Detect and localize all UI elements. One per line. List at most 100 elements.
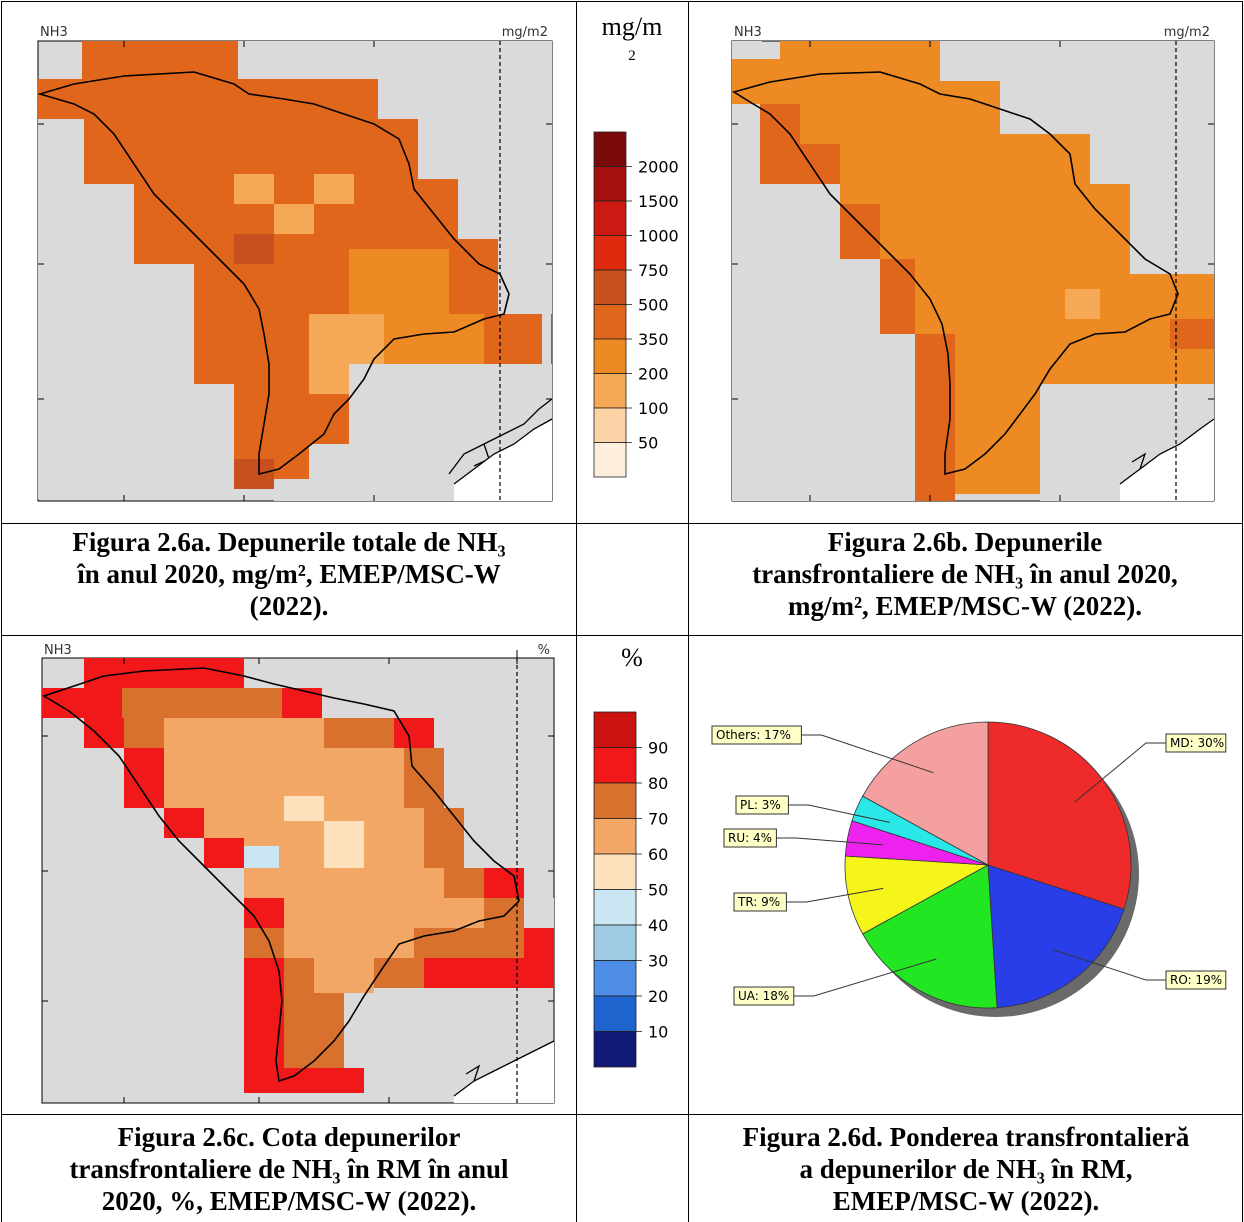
caption-c-line-3: 2020, %, EMEP/MSC-W (2022). <box>101 1186 477 1216</box>
legend-bottom-swatch <box>593 747 637 784</box>
caption-a-line-1: Figura 2.6a. Depunerile totale de NH₃ <box>72 527 506 557</box>
legend-bottom-swatch <box>593 711 637 748</box>
caption-figure-2-6c: Figura 2.6c. Cota depunerilor transfront… <box>4 1121 574 1217</box>
legend-top-label: 750 <box>638 261 669 280</box>
legend-bottom-swatch <box>593 818 637 855</box>
legend-top-unit-exponent: 2 <box>628 48 636 64</box>
pie-label: RO: 19% <box>1170 973 1222 987</box>
pie-leader-line <box>776 837 883 846</box>
legend-bottom-label: 50 <box>648 881 668 900</box>
pie-label-box <box>733 892 787 912</box>
table-col-divider-1 <box>576 1 577 1222</box>
country-border <box>37 71 510 476</box>
pie-label: UA: 18% <box>738 989 789 1003</box>
map-a-species-label: NH3 <box>40 25 68 40</box>
legend-bottom-label: 10 <box>648 1023 668 1042</box>
legend-bottom-swatch <box>593 853 637 890</box>
legend-bottom-label: 60 <box>648 845 668 864</box>
pie-slice <box>862 721 989 866</box>
pie-leader-line <box>801 734 934 774</box>
pie-label-box <box>1165 733 1227 753</box>
pie-label-box <box>1165 970 1227 990</box>
legend-top-unit: mg/m 2 <box>577 12 687 70</box>
map-b-unit-label: mg/m2 <box>1164 25 1210 40</box>
pie-label: RU: 4% <box>728 831 772 845</box>
legend-top-swatch <box>593 269 627 305</box>
legend-top-label: 200 <box>638 365 669 384</box>
legend-top-swatch <box>593 304 627 340</box>
table-border-right <box>1242 1 1243 1222</box>
caption-figure-2-6a: Figura 2.6a. Depunerile totale de NH₃ în… <box>4 526 574 622</box>
map-transboundary-deposition: NH3 mg/m2 <box>700 14 1230 514</box>
pie-leader-line <box>1074 742 1166 803</box>
pie-label-box <box>723 828 777 848</box>
pie-slice <box>844 855 990 935</box>
table-row-divider-3 <box>1 1114 1243 1115</box>
legend-top-colorbar: 2000 1500 1000 750 500 350 200 100 50 <box>593 131 679 478</box>
legend-top-swatch <box>593 338 627 374</box>
caption-c-line-1: Figura 2.6c. Cota depunerilor <box>117 1122 461 1152</box>
legend-top-label: 350 <box>638 330 669 349</box>
legend-bottom-swatch <box>593 1031 637 1068</box>
map-a-unit-label: mg/m2 <box>502 25 548 40</box>
legend-bottom-label: 20 <box>648 987 668 1006</box>
caption-b-line-1: Figura 2.6b. Depunerile <box>827 527 1103 557</box>
legend-top-label: 50 <box>638 434 658 453</box>
caption-d-line-3: EMEP/MSC-W (2022). <box>832 1186 1100 1216</box>
caption-b-line-2: transfrontaliere de NH₃ în anul 2020, <box>752 559 1178 589</box>
pie-label-box <box>735 795 789 815</box>
map-c-unit-label: % <box>538 643 550 658</box>
legend-top-label: 500 <box>638 296 669 315</box>
legend-bottom-swatch <box>593 782 637 819</box>
pie-leader-line <box>788 804 890 823</box>
legend-bottom-swatch <box>593 889 637 926</box>
map-c-species-label: NH3 <box>44 643 72 658</box>
legend-bottom-label: 40 <box>648 916 668 935</box>
deposition-grid-cells <box>38 41 552 501</box>
table-row-divider-2 <box>1 635 1243 636</box>
legend-top-swatch <box>593 442 627 478</box>
table-border-top <box>1 1 1243 2</box>
legend-top-swatch <box>593 407 627 443</box>
legend-top-swatch <box>593 131 627 167</box>
legend-bottom-label: 30 <box>648 952 668 971</box>
legend-top-unit-main: mg/m <box>601 12 663 41</box>
legend-top-label: 2000 <box>638 158 679 177</box>
caption-d-line-1: Figura 2.6d. Ponderea transfrontalieră <box>742 1122 1190 1152</box>
map-transboundary-share: NH3 % <box>14 636 564 1111</box>
legend-bottom-unit: % <box>621 643 643 672</box>
legend-bottom-label: 90 <box>648 739 668 758</box>
legend-bottom-swatch <box>593 960 637 997</box>
pie-label: Others: 17% <box>716 728 791 742</box>
legend-top-label: 100 <box>638 399 669 418</box>
caption-d-line-2: a depunerilor de NH₃ în RM, <box>799 1154 1133 1184</box>
pie-label-box <box>733 986 795 1006</box>
legend-top-swatch <box>593 166 627 202</box>
pie-slice <box>987 864 1125 1009</box>
table-col-divider-2 <box>688 1 689 1222</box>
caption-c-line-2: transfrontaliere de NH₃ în RM în anul <box>69 1154 509 1184</box>
legend-bottom-swatch <box>593 995 637 1032</box>
caption-figure-2-6d: Figura 2.6d. Ponderea transfrontalieră a… <box>690 1121 1242 1217</box>
pie-leader-line <box>1053 949 1166 981</box>
pie-slice <box>862 864 998 1009</box>
pie-label: MD: 30% <box>1170 736 1224 750</box>
caption-figure-2-6b: Figura 2.6b. Depunerile transfrontaliere… <box>690 526 1240 622</box>
pie-label: PL: 3% <box>740 798 781 812</box>
table-row-divider-1 <box>1 523 1243 524</box>
caption-a-line-2: în anul 2020, mg/m², EMEP/MSC-W <box>77 559 501 589</box>
pie-label: TR: 9% <box>737 895 780 909</box>
legend-bottom-colorbar: 90 80 70 60 50 40 30 20 10 <box>593 711 668 1068</box>
legend-bottom-swatch <box>593 924 637 961</box>
legend-bottom-label: 70 <box>648 810 668 829</box>
pie-leader-line <box>793 958 937 997</box>
legend-top-swatch <box>593 200 627 236</box>
map-b-species-label: NH3 <box>734 25 762 40</box>
caption-b-line-3: mg/m², EMEP/MSC-W (2022). <box>787 591 1143 621</box>
legend-top-swatch <box>593 235 627 271</box>
legend-top-swatch <box>593 373 627 409</box>
pie-chart-transboundary-share: MD: 30% RO: 19% UA: 18% TR: 9% RU: 4% PL: 3% O… <box>711 721 1227 1017</box>
table-border-left <box>1 1 2 1222</box>
legend-bottom-label: 80 <box>648 774 668 793</box>
pie-slice <box>987 721 1132 910</box>
